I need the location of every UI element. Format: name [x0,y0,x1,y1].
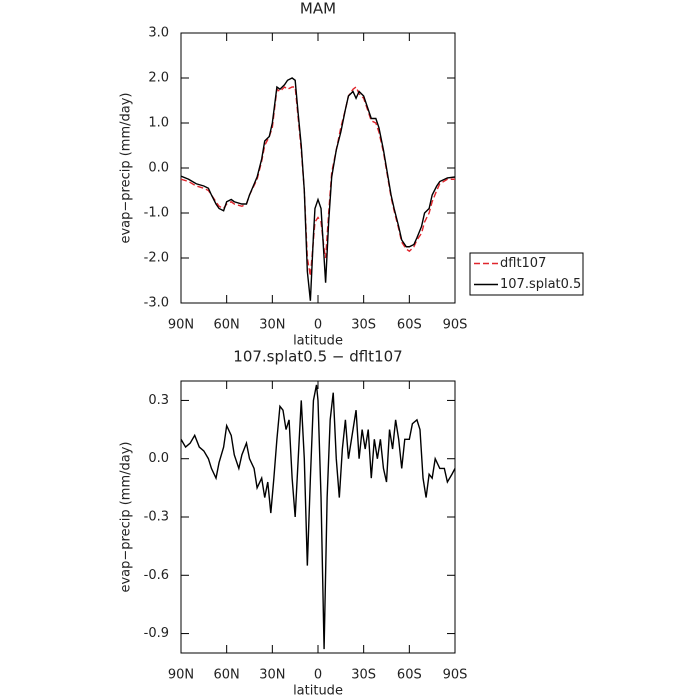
x-tick-label: 90N [168,318,194,333]
x-tick-label: 0 [314,318,322,333]
y-tick-label: 3.0 [148,26,169,41]
y-axis-label: evap−precip (mm/day) [119,441,134,592]
legend-label: 107.splat0.5 [500,277,581,292]
legend-box [469,252,584,296]
plot-frame [180,32,456,304]
y-tick-label: -3.0 [144,296,169,311]
x-tick-label: 90S [443,318,468,333]
x-tick-label: 90N [168,668,194,683]
y-tick-label: 0.0 [148,451,169,466]
y-tick-label: -2.0 [144,251,169,266]
y-tick-label: 2.0 [148,71,169,86]
x-tick-label: 60N [214,668,240,683]
x-tick-label: 30N [259,318,285,333]
y-tick-label: -0.3 [144,510,169,525]
data-line [180,77,456,301]
chart-title: MAM [300,0,336,18]
x-tick-label: 0 [314,668,322,683]
x-axis-label: latitude [293,334,343,349]
data-line [180,384,456,650]
y-tick-label: -1.0 [144,206,169,221]
x-tick-label: 30S [351,318,376,333]
y-tick-label: -0.6 [144,568,169,583]
y-axis-label: evap−precip (mm/day) [119,92,134,243]
x-tick-label: 30S [351,668,376,683]
legend-label: dflt107 [500,256,546,271]
y-tick-label: -0.9 [144,626,169,641]
y-tick-label: 1.0 [148,116,169,131]
x-tick-label: 60N [214,318,240,333]
x-tick-label: 30N [259,668,285,683]
y-tick-label: 0.3 [148,393,169,408]
x-tick-label: 60S [397,318,422,333]
chart-title: 107.splat0.5 − dflt107 [233,348,402,366]
data-line [180,85,455,277]
x-tick-label: 60S [397,668,422,683]
x-axis-label: latitude [293,684,343,699]
y-tick-label: 0.0 [148,161,169,176]
x-tick-label: 90S [443,668,468,683]
